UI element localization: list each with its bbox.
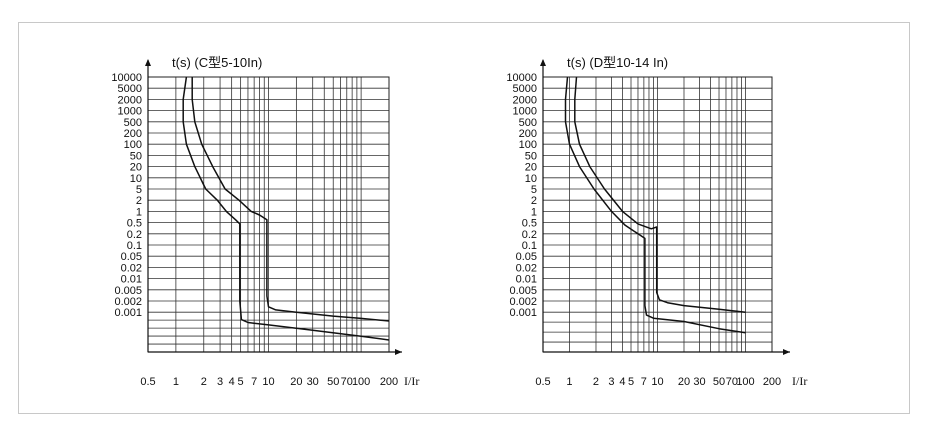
y-tick-label: 0.005 <box>509 285 537 297</box>
x-tick-label: 4 <box>229 376 235 388</box>
x-tick-label: 2 <box>593 376 599 388</box>
y-tick-label: 0.002 <box>509 296 537 308</box>
x-axis-arrow <box>395 349 402 355</box>
y-tick-label: 0.005 <box>114 285 142 297</box>
figure-frame <box>18 22 910 414</box>
y-tick-label: 2000 <box>513 94 537 106</box>
y-tick-label: 1000 <box>513 106 537 118</box>
x-tick-label: 200 <box>763 376 781 388</box>
x-tick-label: 10 <box>262 376 274 388</box>
y-tick-label: 20 <box>130 162 142 174</box>
x-tick-label: 20 <box>290 376 302 388</box>
chart-1: t(s) (C型5-10In)1000050002000100050020010… <box>111 55 419 388</box>
y-tick-label: 10 <box>130 173 142 185</box>
y-axis-arrow <box>540 59 546 66</box>
x-tick-label: 0.5 <box>140 376 155 388</box>
x-tick-label: 50 <box>713 376 725 388</box>
x-tick-label: 50 <box>327 376 339 388</box>
y-tick-label: 0.01 <box>121 274 142 286</box>
y-tick-label: 0.5 <box>522 218 537 230</box>
y-tick-label: 200 <box>124 128 142 140</box>
y-tick-label: 0.001 <box>114 307 142 319</box>
x-axis-label: I/Ir <box>404 374 419 388</box>
x-axis-label: I/Ir <box>792 374 807 388</box>
y-tick-label: 500 <box>519 117 537 129</box>
y-tick-label: 50 <box>525 150 537 162</box>
y-tick-label: 0.2 <box>127 229 142 241</box>
x-tick-label: 5 <box>238 376 244 388</box>
y-tick-label: 100 <box>124 139 142 151</box>
trip-curve-1 <box>564 76 746 334</box>
y-tick-label: 5000 <box>118 83 142 95</box>
x-tick-label: 3 <box>217 376 223 388</box>
x-tick-label: 30 <box>693 376 705 388</box>
x-tick-label: 5 <box>628 376 634 388</box>
x-tick-label: 100 <box>352 376 370 388</box>
y-axis-arrow <box>145 59 151 66</box>
x-tick-label: 0.5 <box>535 376 550 388</box>
y-tick-label: 0.01 <box>516 274 537 286</box>
y-tick-label: 50 <box>130 150 142 162</box>
x-tick-label: 2 <box>201 376 207 388</box>
chart-2: t(s) (D型10-14 In)10000500020001000500200… <box>506 55 807 388</box>
y-tick-label: 20 <box>525 162 537 174</box>
y-tick-label: 500 <box>124 117 142 129</box>
trip-curve-2 <box>574 76 746 313</box>
y-tick-label: 1 <box>531 206 537 218</box>
y-tick-label: 0.05 <box>516 251 537 263</box>
y-tick-label: 0.02 <box>516 262 537 274</box>
y-tick-label: 1000 <box>118 106 142 118</box>
y-tick-label: 10000 <box>111 72 142 84</box>
y-tick-label: 0.02 <box>121 262 142 274</box>
y-tick-label: 5000 <box>513 83 537 95</box>
x-tick-label: 100 <box>736 376 754 388</box>
x-tick-label: 3 <box>608 376 614 388</box>
y-tick-label: 2 <box>136 195 142 207</box>
chart-title: t(s) (D型10-14 In) <box>567 55 668 70</box>
x-tick-label: 4 <box>619 376 625 388</box>
y-tick-label: 0.1 <box>522 240 537 252</box>
chart-title: t(s) (C型5-10In) <box>172 55 262 70</box>
trip-curve-1 <box>182 76 390 341</box>
x-tick-label: 7 <box>251 376 257 388</box>
y-tick-label: 5 <box>136 184 142 196</box>
y-tick-label: 2000 <box>118 94 142 106</box>
x-tick-label: 1 <box>566 376 572 388</box>
y-tick-label: 0.2 <box>522 229 537 241</box>
x-tick-label: 7 <box>641 376 647 388</box>
x-tick-label: 10 <box>651 376 663 388</box>
x-tick-label: 70 <box>726 376 738 388</box>
y-tick-label: 200 <box>519 128 537 140</box>
x-tick-label: 30 <box>307 376 319 388</box>
x-tick-label: 20 <box>678 376 690 388</box>
y-tick-label: 0.1 <box>127 240 142 252</box>
y-tick-label: 0.5 <box>127 218 142 230</box>
y-tick-label: 0.001 <box>509 307 537 319</box>
x-tick-label: 70 <box>341 376 353 388</box>
x-tick-label: 200 <box>380 376 398 388</box>
y-tick-label: 1 <box>136 206 142 218</box>
y-tick-label: 2 <box>531 195 537 207</box>
trip-curve-2 <box>191 77 390 322</box>
y-tick-label: 0.002 <box>114 296 142 308</box>
y-tick-label: 0.05 <box>121 251 142 263</box>
y-tick-label: 100 <box>519 139 537 151</box>
x-tick-label: 1 <box>173 376 179 388</box>
y-tick-label: 5 <box>531 184 537 196</box>
y-tick-label: 10 <box>525 173 537 185</box>
y-tick-label: 10000 <box>506 72 537 84</box>
x-axis-arrow <box>783 349 790 355</box>
